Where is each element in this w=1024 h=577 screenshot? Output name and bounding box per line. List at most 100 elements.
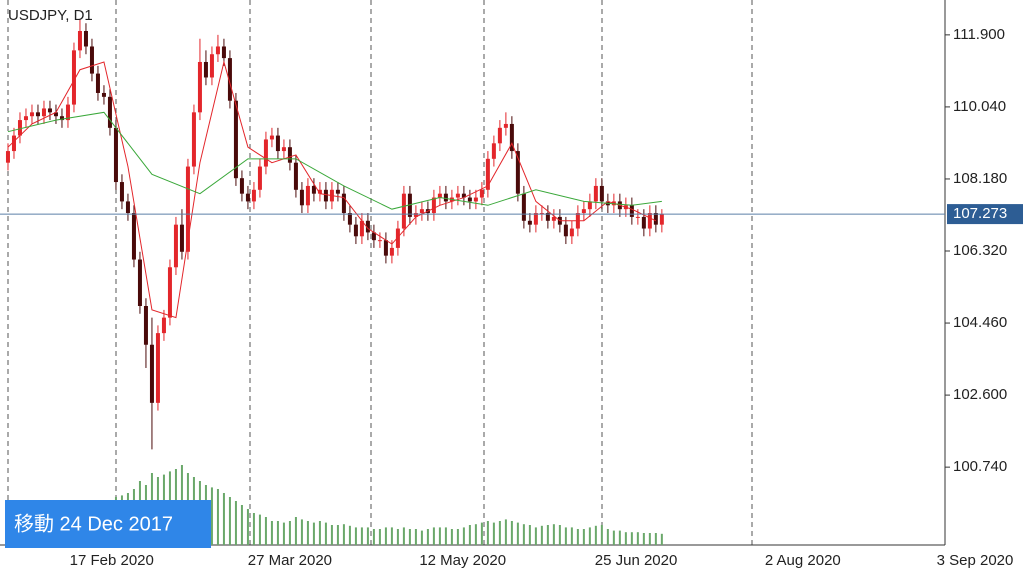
volume-bar [270, 521, 273, 545]
candle-body [221, 46, 226, 59]
moving-average [7, 59, 657, 319]
candle-body [443, 193, 448, 202]
volume-bar [534, 527, 537, 545]
candle-body [599, 185, 604, 202]
volume-bar [462, 527, 465, 545]
candle-body [263, 139, 268, 167]
volume-bar [570, 527, 573, 545]
candle-body [113, 127, 118, 183]
candle-body [527, 220, 532, 225]
x-tick-label: 25 Jun 2020 [595, 552, 678, 569]
volume-bar [240, 505, 243, 545]
volume-bar [438, 527, 441, 545]
volume-bar [306, 521, 309, 545]
candle-body [155, 333, 160, 403]
candle-body [401, 193, 406, 229]
candle-body [59, 116, 64, 121]
moving-average [7, 111, 662, 210]
candle-body [197, 61, 202, 113]
candle-body [269, 135, 274, 140]
candle-body [593, 185, 598, 202]
volume-bar [474, 524, 477, 545]
candle-body [335, 189, 340, 194]
volume-bar [444, 527, 447, 545]
volume-bar [222, 493, 225, 545]
volume-bar [468, 525, 471, 545]
candle-body [185, 166, 190, 252]
candle-body [515, 151, 520, 194]
candle-body [569, 228, 574, 237]
candle-body [521, 193, 526, 221]
candle-body [353, 224, 358, 237]
candle-body [323, 189, 328, 202]
volume-bar [654, 533, 657, 545]
volume-bar [480, 522, 483, 545]
candle-body [101, 92, 106, 97]
volume-bar [576, 529, 579, 545]
volume-bar [450, 529, 453, 545]
y-tick-label: 111.900 [953, 26, 1005, 43]
candle-body [179, 224, 184, 252]
candle-body [293, 162, 298, 190]
candle-body [347, 213, 352, 225]
volume-bar [540, 525, 543, 545]
plot [5, 19, 664, 545]
candle-body [311, 185, 316, 194]
volume-bar [378, 529, 381, 545]
candle-body [491, 143, 496, 159]
volume-bar [582, 529, 585, 545]
volume-bar [426, 529, 429, 545]
volume-bar [600, 525, 603, 545]
candle-body [419, 209, 424, 214]
x-tick-label: 3 Sep 2020 [937, 552, 1014, 569]
volume-bar [330, 525, 333, 545]
candle-body [107, 96, 112, 128]
volume-bar [282, 522, 285, 545]
candle-body [71, 50, 76, 105]
candle-body [479, 189, 484, 198]
volume-bar [414, 529, 417, 545]
volume-bar [318, 521, 321, 545]
separators [7, 0, 753, 545]
candle-body [161, 317, 166, 334]
candle-body [95, 73, 100, 93]
volume-bar [624, 532, 627, 545]
candle-body [431, 197, 436, 214]
candle-body [305, 185, 310, 206]
volume-bar [216, 489, 219, 545]
candle-body [257, 166, 262, 190]
candle-body [203, 61, 208, 78]
volume-bar [312, 522, 315, 545]
overlay-label-box [5, 500, 211, 548]
volume-bar [492, 522, 495, 545]
candle-body [119, 182, 124, 202]
volume-bar [366, 527, 369, 545]
candle-body [5, 151, 10, 163]
volume-bar [630, 532, 633, 545]
candle-body [587, 201, 592, 210]
candle-body [281, 147, 286, 152]
candle-body [341, 193, 346, 214]
volume-bar [612, 530, 615, 545]
candle-body [233, 100, 238, 179]
candle-body [485, 158, 490, 190]
volume-bar [384, 527, 387, 545]
volume-bar [618, 530, 621, 545]
candle-body [41, 108, 46, 117]
candle-body [467, 197, 472, 202]
candle-body [377, 240, 382, 242]
candle-body [137, 259, 142, 307]
volume-bar [258, 514, 261, 545]
candle-body [503, 123, 508, 128]
x-tick-label: 12 May 2020 [419, 552, 506, 569]
volume-bar [552, 524, 555, 545]
candle-body [437, 193, 442, 198]
volume-bar [348, 525, 351, 545]
candle-body [125, 201, 130, 214]
volume-bar [246, 509, 249, 545]
candle-body [635, 216, 640, 218]
candle-body [245, 193, 250, 202]
candle-body [77, 30, 82, 51]
y-tick-label: 100.740 [953, 458, 1007, 475]
y-tick-label: 104.460 [953, 314, 1007, 331]
